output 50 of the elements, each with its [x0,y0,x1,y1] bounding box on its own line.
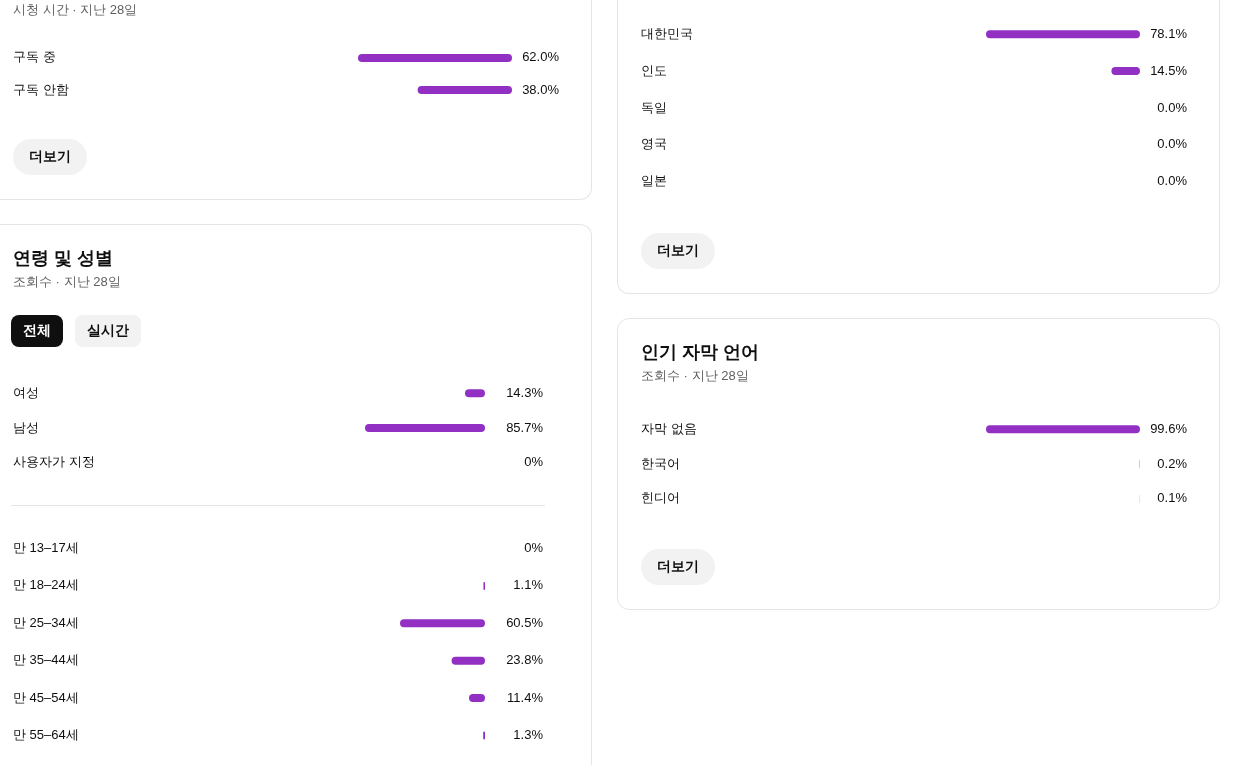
y-tick-label: 구독 중 [13,49,56,65]
data-label: 1.1% [513,577,544,593]
y-tick-label: 만 35–44세 [13,652,79,668]
text: 조회수 · 지난 28일 [641,368,749,384]
y-tick-label: 사용자가 지정 [13,454,95,470]
y-tick-label: 만 55–64세 [13,727,79,743]
y-tick-label: 자막 없음 [641,420,697,436]
text: 인기 자막 언어 [641,341,760,364]
data-label: 60.5% [506,614,544,630]
data-label: 0.0% [1157,173,1188,189]
bar [451,656,485,665]
text: 시청 시간 · 지난 28일 [13,2,138,18]
y-tick-label: 대한민국 [641,25,693,41]
pill-button[interactable]: 더보기 [641,233,715,269]
data-label: 0.0% [1157,136,1188,152]
y-tick-label: 힌디어 [641,490,680,506]
data-label: 99.6% [1150,420,1188,436]
data-label: 38.0% [522,81,560,97]
y-tick-label: 인도 [641,62,667,78]
y-tick-label: 영국 [641,136,667,152]
data-label: 0% [524,454,544,470]
data-label: 0.2% [1157,455,1188,471]
data-label: 85.7% [506,419,544,435]
y-tick-label: 만 25–34세 [13,614,79,630]
pill-button[interactable]: 더보기 [641,549,715,585]
tab[interactable]: 전체 [11,315,63,347]
data-label: 0% [524,540,544,556]
data-label: 11.4% [507,689,544,705]
y-tick-label: 남성 [13,419,39,435]
data-label: 78.1% [1150,25,1188,41]
tab[interactable]: 실시간 [75,315,141,347]
y-tick-label: 만 13–17세 [13,540,79,556]
data-label: 1.3% [513,727,544,743]
y-tick-label: 독일 [641,99,667,115]
bar [400,619,485,628]
data-label: 14.5% [1150,62,1188,78]
y-tick-label: 만 18–24세 [13,577,79,593]
data-label: 0.1% [1157,490,1188,506]
data-label: 23.8% [506,652,544,668]
y-tick-label: 구독 안함 [13,81,69,97]
y-tick-label: 여성 [13,384,39,400]
y-tick-label: 일본 [641,173,667,189]
text: 조회수 · 지난 28일 [13,274,121,290]
y-tick-label: 한국어 [641,455,680,471]
text: 연령 및 성별 [13,247,114,270]
pill-button[interactable]: 더보기 [13,139,87,175]
y-tick-label: 만 45–54세 [13,689,79,705]
data-label: 0.0% [1157,99,1188,115]
data-label: 62.0% [522,49,560,65]
data-label: 14.3% [506,384,544,400]
